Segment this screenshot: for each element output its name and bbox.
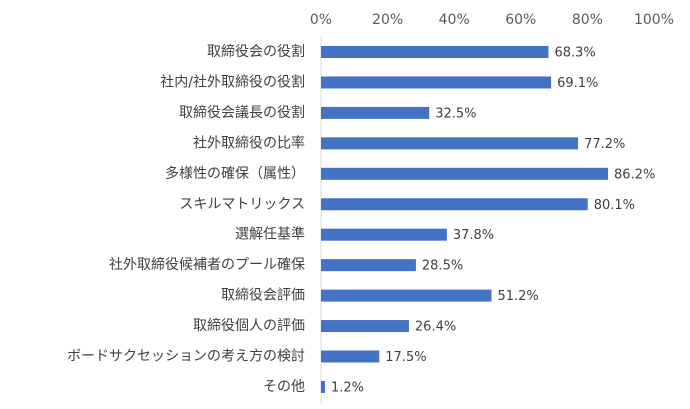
category-label: 取締役個人の評価	[193, 317, 305, 334]
data-label: 1.2%	[331, 380, 364, 395]
category-label: 社内/社外取締役の役割	[160, 73, 305, 90]
category-label: その他	[263, 379, 305, 395]
bars	[321, 46, 609, 393]
x-tick-label: 0%	[310, 12, 332, 28]
x-tick-label: 80%	[572, 12, 603, 28]
bar	[321, 289, 492, 302]
data-label: 26.4%	[415, 320, 456, 335]
bar	[321, 228, 447, 241]
bar	[321, 380, 325, 393]
data-label: 86.2%	[614, 167, 655, 182]
category-label: 取締役会議長の役割	[179, 104, 305, 121]
bar	[321, 350, 380, 363]
x-tick-label: 40%	[439, 12, 470, 28]
data-label: 37.8%	[453, 228, 494, 243]
bar	[321, 76, 552, 89]
category-label: 社外取締役の比率	[193, 134, 305, 151]
bar	[321, 137, 579, 150]
bar	[321, 198, 588, 211]
x-tick-label: 20%	[372, 12, 403, 28]
data-label: 80.1%	[594, 198, 635, 213]
category-label: 社外取締役候補者のプール確保	[109, 256, 305, 273]
data-label: 69.1%	[557, 76, 598, 91]
data-labels: 68.3% 69.1% 32.5% 77.2% 86.2% 80.1% 37.8% 28.5%…	[331, 46, 655, 396]
category-label: 多様性の確保（属性）	[165, 165, 305, 182]
x-tick-label: 60%	[505, 12, 536, 28]
category-label: 選解任基準	[235, 226, 305, 243]
data-label: 17.5%	[385, 350, 426, 365]
category-label: ボードサクセッションの考え方の検討	[67, 349, 305, 365]
bar	[321, 106, 430, 119]
bar	[321, 46, 549, 58]
data-label: 51.2%	[497, 289, 538, 304]
data-label: 77.2%	[584, 137, 625, 152]
category-labels: 取締役会の役割社内/社外取締役の役割取締役会議長の役割社外取締役の比率多様性の確…	[67, 43, 305, 395]
category-label: スキルマトリックス	[179, 196, 305, 212]
x-axis-ticks: 0% 20% 40% 60% 80% 100%	[310, 12, 674, 28]
bar	[321, 320, 409, 333]
data-label: 28.5%	[422, 259, 463, 274]
data-label: 68.3%	[554, 46, 595, 61]
x-tick-label: 100%	[634, 12, 674, 28]
bar	[321, 259, 416, 272]
category-label: 取締役会評価	[221, 287, 305, 304]
bar	[321, 167, 609, 180]
category-label: 取締役会の役割	[207, 43, 305, 60]
data-label: 32.5%	[435, 106, 476, 121]
